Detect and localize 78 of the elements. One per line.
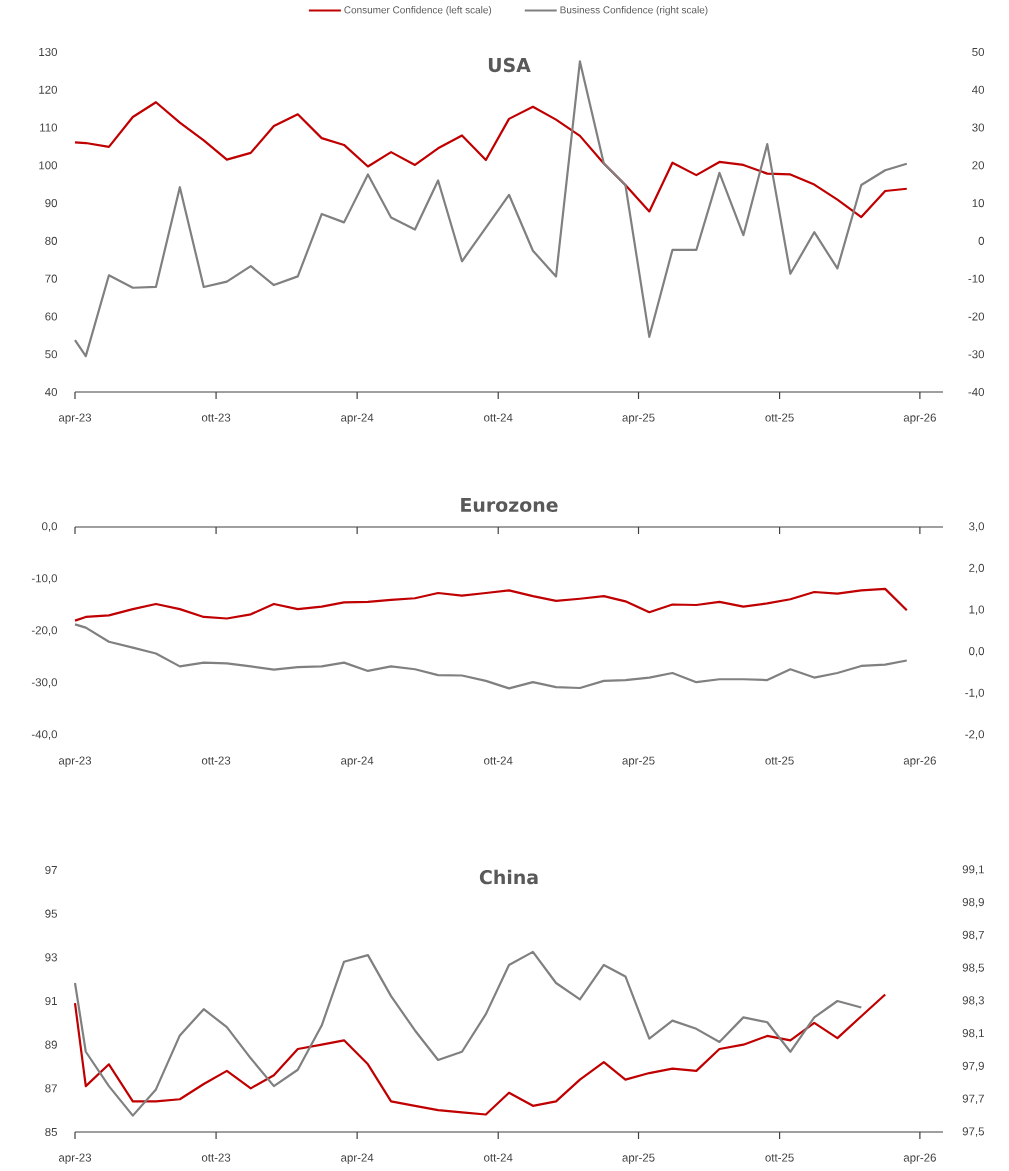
y2-tick-label: -20 — [968, 312, 985, 321]
y2-tick-label: -30 — [968, 350, 985, 359]
x-tick-label: apr-23 — [58, 1153, 92, 1164]
x-tick-label: apr-26 — [903, 1153, 936, 1164]
y2-tick-label: 98,9 — [962, 898, 984, 908]
x-tick-label: apr-25 — [622, 1153, 655, 1164]
x-tick-label: ott-24 — [484, 1153, 513, 1162]
y2-tick-label: 0 — [978, 236, 985, 245]
y2-tick-label: 98,1 — [962, 1029, 984, 1039]
chart-title: Eurozone — [461, 497, 558, 513]
y-tick-label: 120 — [39, 85, 58, 94]
y-tick-label: 70 — [45, 274, 58, 283]
y2-tick-label: 98,7 — [962, 930, 984, 941]
y2-tick-label: 10 — [972, 199, 985, 208]
y-tick-label: -40,0 — [31, 730, 58, 740]
y2-tick-label: 40 — [972, 85, 985, 94]
chart-title: China — [479, 869, 538, 885]
y-tick-label: 50 — [45, 350, 58, 359]
line-series — [73, 993, 887, 1116]
y-tick-label: -10,0 — [31, 574, 58, 584]
line-series — [73, 623, 908, 690]
y-tick-label: 80 — [45, 236, 58, 245]
x-tick-label: apr-23 — [58, 756, 92, 767]
x-tick-label: ott-24 — [484, 413, 513, 422]
y-tick-label: -30,0 — [31, 678, 58, 688]
x-tick-label: ott-24 — [484, 756, 513, 765]
y2-tick-label: -1,0 — [965, 688, 985, 699]
x-tick-label: apr-24 — [341, 1153, 374, 1164]
x-tick-label: apr-25 — [622, 756, 655, 767]
line-series — [73, 101, 908, 219]
x-tick-label: apr-25 — [622, 413, 655, 424]
y-tick-label: 91 — [45, 996, 57, 1006]
x-tick-label: ott-25 — [765, 756, 794, 765]
y-tick-label: 60 — [45, 312, 58, 321]
y-tick-label: 95 — [45, 909, 57, 918]
x-tick-label: ott-23 — [201, 756, 231, 765]
line-series — [73, 587, 908, 622]
y2-tick-label: -2,0 — [965, 730, 985, 740]
y2-tick-label: 50 — [972, 47, 985, 57]
y2-tick-label: 98,3 — [962, 996, 984, 1006]
x-tick-label: ott-23 — [201, 413, 231, 422]
legend-label: Business Confidence (right scale) — [560, 6, 708, 16]
y2-tick-label: 30 — [972, 123, 985, 132]
x-tick-label: apr-26 — [903, 756, 936, 767]
y-tick-label: 100 — [39, 161, 58, 170]
y2-tick-label: 97,7 — [962, 1094, 984, 1104]
y-tick-label: -20,0 — [31, 626, 58, 636]
y2-tick-label: 20 — [972, 161, 985, 170]
y2-tick-label: 97,5 — [962, 1127, 985, 1137]
x-tick-label: apr-24 — [341, 413, 374, 424]
y2-tick-label: 2,0 — [969, 563, 985, 574]
y-tick-label: 87 — [45, 1084, 57, 1093]
y-tick-label: 89 — [45, 1040, 57, 1049]
y2-tick-label: 98,5 — [962, 963, 985, 973]
y2-tick-label: 99,1 — [962, 865, 984, 875]
y-tick-label: 97 — [45, 865, 57, 875]
y-tick-label: 0,0 — [42, 522, 58, 532]
x-tick-label: apr-23 — [58, 413, 92, 424]
y2-tick-label: 3,0 — [969, 522, 985, 532]
y2-tick-label: -40 — [968, 387, 985, 397]
x-tick-label: ott-25 — [765, 413, 794, 422]
y-tick-label: 93 — [45, 953, 57, 962]
y-tick-label: 85 — [45, 1127, 57, 1137]
x-tick-label: apr-26 — [903, 413, 936, 424]
x-tick-label: apr-24 — [341, 756, 374, 767]
y2-tick-label: -10 — [968, 274, 985, 283]
x-tick-label: ott-23 — [201, 1153, 231, 1162]
line-series — [73, 950, 863, 1117]
legend-label: Consumer Confidence (left scale) — [344, 6, 492, 16]
chart-title: USA — [488, 57, 531, 73]
y2-tick-label: 0,0 — [969, 647, 985, 657]
x-tick-label: ott-25 — [765, 1153, 794, 1162]
y-tick-label: 130 — [39, 47, 58, 57]
y-tick-label: 40 — [45, 387, 58, 397]
y2-tick-label: 97,9 — [962, 1061, 984, 1072]
y-tick-label: 110 — [40, 123, 58, 132]
y2-tick-label: 1,0 — [969, 605, 985, 615]
y-tick-label: 90 — [45, 199, 58, 208]
